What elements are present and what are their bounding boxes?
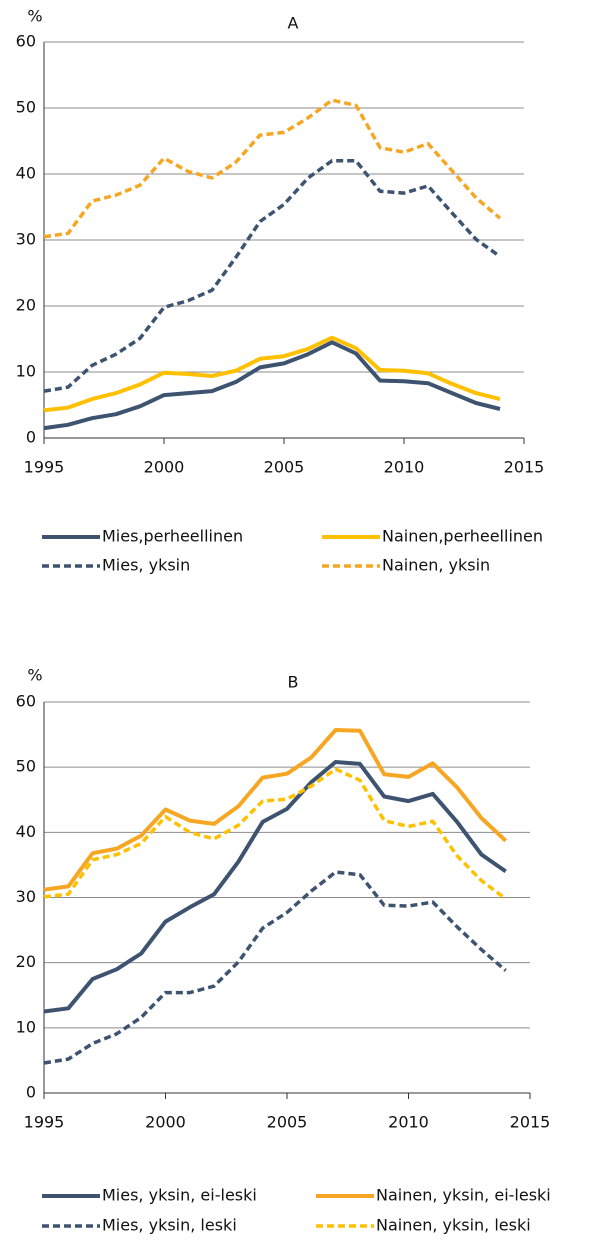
x-tick-label: 2015 (504, 458, 545, 477)
x-tick-label: 2005 (264, 458, 305, 477)
data-line (43, 98, 502, 239)
data-line (43, 340, 501, 431)
legend-label: Nainen, yksin (382, 556, 490, 575)
data-line (43, 335, 501, 413)
y-tick-label: 20 (16, 296, 36, 315)
chart-title: A (288, 14, 299, 33)
data-line (43, 767, 507, 901)
data-line (43, 760, 507, 1014)
x-tick-label: 2015 (510, 1113, 551, 1132)
data-line (43, 159, 502, 393)
y-tick-label: 10 (16, 362, 36, 381)
data-line (43, 870, 507, 1065)
y-tick-label: 40 (16, 822, 36, 841)
legend-label: Nainen, yksin, leski (376, 1216, 531, 1235)
y-tick-label: 10 (16, 1017, 36, 1036)
y-tick-label: 20 (16, 952, 36, 971)
legend-label: Nainen, yksin, ei-leski (376, 1186, 551, 1205)
x-tick-label: 2010 (384, 458, 425, 477)
chart-title: B (288, 673, 299, 692)
y-tick-label: 30 (16, 887, 36, 906)
y-tick-label: 0 (26, 1083, 36, 1102)
y-tick-label: 50 (16, 757, 36, 776)
x-tick-label: 1995 (24, 458, 65, 477)
y-tick-label: 50 (16, 98, 36, 117)
y-tick-label: 40 (16, 164, 36, 183)
legend-label: Nainen,perheellinen (382, 527, 543, 546)
y-tick-label: 60 (16, 32, 36, 51)
y-axis-label: % (27, 7, 42, 26)
data-line (43, 728, 508, 892)
x-tick-label: 1995 (24, 1113, 65, 1132)
x-tick-label: 2000 (145, 1113, 186, 1132)
x-tick-label: 2010 (388, 1113, 429, 1132)
y-tick-label: 0 (26, 428, 36, 447)
x-tick-label: 2005 (267, 1113, 308, 1132)
legend-label: Mies, yksin, leski (102, 1216, 237, 1235)
y-tick-label: 30 (16, 230, 36, 249)
y-axis-label: % (27, 666, 42, 685)
y-tick-label: 60 (16, 692, 36, 711)
legend-label: Mies, yksin (102, 556, 190, 575)
legend-label: Mies,perheellinen (102, 527, 243, 546)
legend-label: Mies, yksin, ei-leski (102, 1186, 257, 1205)
x-tick-label: 2000 (144, 458, 185, 477)
